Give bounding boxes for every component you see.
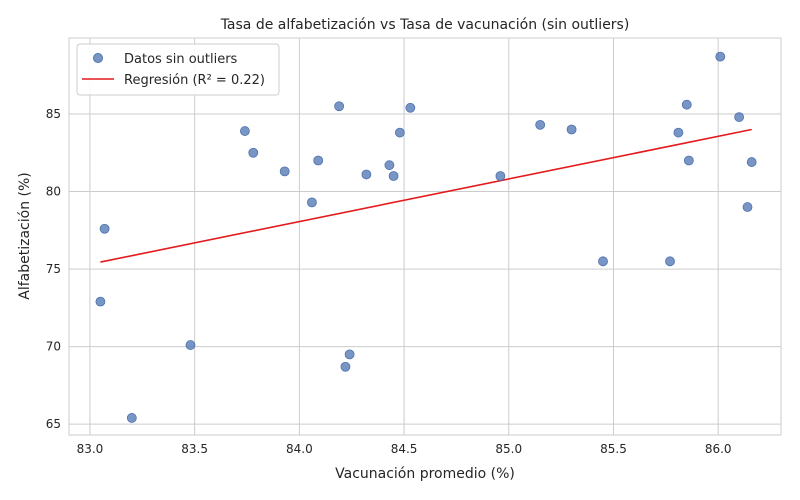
regression-layer <box>100 128 752 263</box>
data-point <box>388 171 399 181</box>
legend: Datos sin outliers Regresión (R² = 0.22) <box>76 43 280 96</box>
data-point <box>384 160 395 171</box>
data-point <box>340 361 351 372</box>
legend-label-regression: Regresión (R² = 0.22) <box>124 73 265 88</box>
y-tick-label: 75 <box>46 262 61 276</box>
data-point <box>535 119 546 130</box>
data-point <box>334 101 345 112</box>
data-point <box>307 197 317 208</box>
data-point <box>665 256 675 267</box>
data-point <box>495 171 506 181</box>
chart-title: Tasa de alfabetización vs Tasa de vacuna… <box>220 17 630 33</box>
y-axis-ticks: 65 70 75 80 85 <box>46 107 61 431</box>
x-axis-ticks: 83.0 83.5 84.0 84.5 85.0 85.5 86.0 <box>77 442 732 456</box>
data-point <box>683 155 694 166</box>
legend-label-scatter: Datos sin outliers <box>124 52 238 67</box>
grid <box>69 38 781 435</box>
data-point <box>279 166 290 177</box>
data-point <box>566 124 577 135</box>
x-tick-label: 84.5 <box>391 442 418 456</box>
y-tick-label: 85 <box>46 107 61 121</box>
data-point <box>95 296 106 307</box>
x-tick-label: 84.0 <box>286 442 313 456</box>
y-tick-label: 80 <box>46 185 61 199</box>
data-point <box>394 127 405 138</box>
data-point <box>248 147 259 158</box>
data-point <box>240 126 250 136</box>
data-point <box>734 112 745 122</box>
data-point <box>126 413 137 423</box>
plot-area <box>68 37 782 436</box>
legend-box <box>76 43 280 96</box>
data-point <box>185 340 196 350</box>
points-layer <box>95 51 757 423</box>
x-tick-label: 85.5 <box>600 442 627 456</box>
data-point <box>746 157 757 167</box>
x-tick-label: 83.0 <box>77 442 104 456</box>
data-point <box>598 256 608 267</box>
data-point <box>313 155 324 166</box>
x-tick-label: 86.0 <box>705 442 732 456</box>
x-tick-label: 85.0 <box>495 442 522 456</box>
regression-line <box>100 128 752 263</box>
data-point <box>715 51 726 62</box>
data-point <box>99 223 110 234</box>
x-axis-label: Vacunación promedio (%) <box>335 466 515 482</box>
data-point <box>361 169 372 180</box>
data-point <box>681 99 692 110</box>
data-point <box>405 102 416 113</box>
y-axis-label: Alfabetización (%) <box>17 172 33 299</box>
data-point <box>673 127 684 138</box>
y-tick-label: 65 <box>46 417 61 431</box>
x-tick-label: 83.5 <box>181 442 208 456</box>
data-point <box>742 202 753 212</box>
data-point <box>344 349 355 360</box>
y-tick-label: 70 <box>46 340 61 354</box>
legend-scatter-marker <box>93 53 103 63</box>
